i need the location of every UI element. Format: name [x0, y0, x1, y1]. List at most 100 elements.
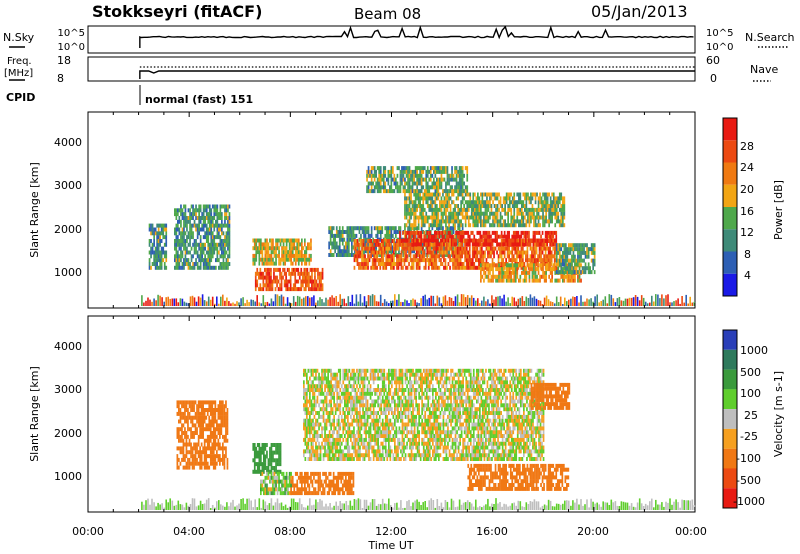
- data-cell: [477, 200, 479, 205]
- data-cell: [184, 415, 186, 420]
- data-cell: [536, 223, 538, 228]
- data-cell: [458, 242, 460, 247]
- scatter-cell: [628, 505, 631, 510]
- data-cell: [562, 207, 564, 212]
- data-cell: [555, 278, 558, 283]
- data-cell: [533, 192, 535, 197]
- scatter-cell: [410, 299, 412, 306]
- scatter-cell: [315, 499, 317, 510]
- data-cell: [442, 204, 444, 208]
- data-cell: [205, 204, 208, 209]
- data-cell: [534, 219, 537, 224]
- data-cell: [301, 242, 303, 247]
- data-cell: [529, 242, 532, 247]
- data-cell: [452, 211, 455, 216]
- data-cell: [578, 274, 581, 279]
- data-cell: [483, 215, 485, 220]
- data-cell: [557, 262, 560, 267]
- scatter-cell: [392, 507, 394, 510]
- data-cell: [460, 181, 462, 186]
- freq-tick-top: 18: [57, 54, 71, 67]
- data-cell: [444, 242, 447, 247]
- data-cell: [422, 230, 425, 234]
- data-cell: [459, 230, 462, 235]
- scatter-cell: [379, 294, 382, 306]
- data-cell: [438, 250, 441, 255]
- data-cell: [198, 258, 200, 263]
- data-cell: [452, 242, 454, 247]
- data-cell: [273, 250, 276, 255]
- data-cell: [531, 246, 533, 251]
- data-cell: [258, 261, 261, 266]
- data-cell: [465, 230, 468, 235]
- data-cell: [337, 233, 340, 238]
- data-cell: [174, 258, 176, 263]
- data-cell: [284, 238, 286, 243]
- data-cell: [270, 261, 273, 266]
- data-cell: [199, 239, 202, 243]
- data-cell: [407, 185, 409, 190]
- data-cell: [562, 258, 564, 263]
- data-cell: [441, 250, 444, 255]
- data-cell: [464, 223, 467, 228]
- data-cell: [468, 262, 471, 266]
- data-cell: [505, 246, 507, 251]
- data-cell: [392, 245, 394, 250]
- scatter-cell: [406, 501, 408, 510]
- data-cell: [552, 204, 555, 208]
- data-cell: [557, 215, 560, 220]
- data-cell: [488, 254, 491, 259]
- data-cell: [472, 192, 475, 197]
- data-cell: [357, 226, 359, 231]
- data-cell: [534, 207, 537, 212]
- scatter-cell: [677, 298, 679, 306]
- data-cell: [516, 267, 519, 272]
- data-cell: [477, 192, 479, 197]
- data-cell: [565, 270, 567, 275]
- data-cell: [398, 166, 400, 171]
- data-cell: [470, 265, 473, 270]
- data-cell: [405, 250, 407, 255]
- data-cell: [475, 215, 478, 220]
- data-cell: [179, 438, 182, 443]
- data-cell: [193, 262, 196, 266]
- data-cell: [458, 173, 461, 178]
- data-cell: [346, 249, 349, 254]
- data-cell: [157, 246, 160, 251]
- data-cell: [426, 230, 429, 235]
- data-cell: [517, 254, 520, 259]
- scatter-cell: [426, 507, 428, 510]
- data-cell: [310, 253, 312, 258]
- data-cell: [475, 211, 478, 216]
- data-cell: [288, 246, 291, 251]
- data-cell: [199, 204, 202, 209]
- data-cell: [524, 267, 526, 272]
- data-cell: [442, 200, 444, 205]
- data-cell: [426, 250, 429, 255]
- data-cell: [408, 242, 410, 247]
- data-cell: [534, 196, 537, 201]
- data-cell: [420, 238, 422, 243]
- data-cell: [191, 419, 194, 424]
- data-cell: [416, 204, 418, 208]
- data-cell: [410, 177, 412, 182]
- data-cell: [555, 207, 558, 212]
- data-cell: [181, 227, 184, 232]
- data-cell: [524, 192, 526, 197]
- data-cell: [414, 246, 416, 251]
- data-cell: [256, 246, 259, 251]
- data-cell: [375, 173, 377, 178]
- data-cell: [194, 415, 197, 420]
- data-cell: [222, 258, 225, 263]
- data-cell: [481, 267, 484, 272]
- data-cell: [417, 246, 419, 251]
- scatter-cell: [311, 297, 313, 306]
- scatter-cell: [604, 296, 607, 306]
- scatter-cell: [588, 299, 590, 306]
- data-cell: [365, 246, 368, 251]
- data-cell: [568, 250, 570, 255]
- data-cell: [362, 262, 365, 266]
- data-cell: [547, 258, 550, 263]
- scatter-cell: [327, 299, 329, 306]
